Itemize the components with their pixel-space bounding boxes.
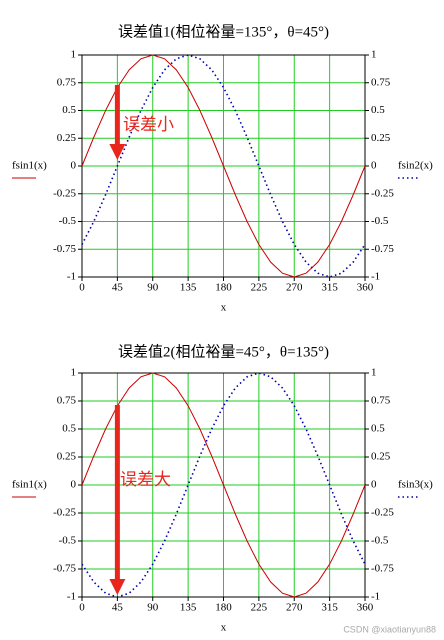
x-tick-label: 360 xyxy=(357,602,374,614)
y2-tick-label: -1 xyxy=(371,271,380,283)
y2-tick-label: -1 xyxy=(371,591,380,603)
y-axis-label: fsin1(x) xyxy=(12,160,47,172)
y2-tick-label: 0 xyxy=(371,479,377,491)
y2-tick-label: -0.5 xyxy=(371,535,389,547)
chart-title: 误差值2(相位裕量=45°，θ=135°) xyxy=(118,343,329,360)
y2-tick-label: 0.25 xyxy=(371,451,391,463)
x-tick-label: 90 xyxy=(147,282,159,294)
x-tick-label: 180 xyxy=(215,602,232,614)
x-tick-label: 135 xyxy=(180,602,197,614)
x-tick-label: 180 xyxy=(215,282,232,294)
y2-axis-label: fsin3(x) xyxy=(398,479,433,491)
y2-tick-label: 0.5 xyxy=(371,423,385,435)
y-axis-label: fsin1(x) xyxy=(12,479,47,491)
x-tick-label: 225 xyxy=(251,282,268,294)
x-tick-label: 45 xyxy=(112,282,124,294)
series-line xyxy=(81,372,366,598)
y-tick-label: 1 xyxy=(71,367,77,379)
arrow-shaft xyxy=(114,405,120,581)
series-line xyxy=(81,54,366,278)
chart-title: 误差值1(相位裕量=135°，θ=45°) xyxy=(118,23,329,40)
watermark: CSDN @xiaotianyun88 xyxy=(343,624,436,634)
y-tick-label: -1 xyxy=(67,591,76,603)
x-tick-label: 90 xyxy=(147,602,159,614)
arrow-head xyxy=(109,579,126,595)
arrow-shaft xyxy=(114,85,120,146)
x-tick-label: 270 xyxy=(286,282,303,294)
y-tick-label: 0 xyxy=(71,479,77,491)
x-tick-label: 315 xyxy=(321,602,338,614)
y-tick-label: 0.75 xyxy=(57,395,77,407)
y-tick-label: -0.25 xyxy=(53,187,76,199)
y2-tick-label: -0.25 xyxy=(371,187,394,199)
y2-tick-label: -0.25 xyxy=(371,507,394,519)
x-tick-label: 0 xyxy=(79,282,85,294)
x-axis-label: x xyxy=(221,622,227,634)
x-axis-label: x xyxy=(221,302,227,314)
y-tick-label: -1 xyxy=(67,271,76,283)
y-tick-label: -0.5 xyxy=(59,215,77,227)
series-line xyxy=(81,54,366,278)
y-tick-label: 0.5 xyxy=(62,423,76,435)
x-tick-label: 0 xyxy=(79,602,85,614)
y-tick-label: 0.5 xyxy=(62,104,76,116)
y-tick-label: 0.25 xyxy=(57,451,77,463)
y2-tick-label: 0 xyxy=(371,160,377,172)
y2-tick-label: 1 xyxy=(371,49,377,61)
x-tick-label: 360 xyxy=(357,282,374,294)
annotation: 误差大 xyxy=(120,470,171,490)
y-tick-label: 0.25 xyxy=(57,132,77,144)
y-tick-label: -0.75 xyxy=(53,243,76,255)
x-tick-label: 225 xyxy=(251,602,268,614)
y2-tick-label: -0.75 xyxy=(371,563,394,575)
y2-axis-label: fsin2(x) xyxy=(398,160,433,172)
y-tick-label: -0.75 xyxy=(53,563,76,575)
y2-tick-label: -0.75 xyxy=(371,243,394,255)
annotation: 误差小 xyxy=(123,115,174,135)
y-tick-label: 0.75 xyxy=(57,76,77,88)
x-tick-label: 315 xyxy=(321,282,338,294)
arrow-head xyxy=(109,144,126,160)
y2-tick-label: 0.75 xyxy=(371,76,391,88)
x-tick-label: 270 xyxy=(286,602,303,614)
y2-tick-label: 0.25 xyxy=(371,132,391,144)
y-tick-label: -0.25 xyxy=(53,507,76,519)
y-tick-label: 1 xyxy=(71,49,77,61)
y2-tick-label: -0.5 xyxy=(371,215,389,227)
x-tick-label: 45 xyxy=(112,602,124,614)
y2-tick-label: 0.75 xyxy=(371,395,391,407)
x-tick-label: 135 xyxy=(180,282,197,294)
y2-tick-label: 1 xyxy=(371,367,377,379)
y-tick-label: 0 xyxy=(71,160,77,172)
y2-tick-label: 0.5 xyxy=(371,104,385,116)
y-tick-label: -0.5 xyxy=(59,535,77,547)
